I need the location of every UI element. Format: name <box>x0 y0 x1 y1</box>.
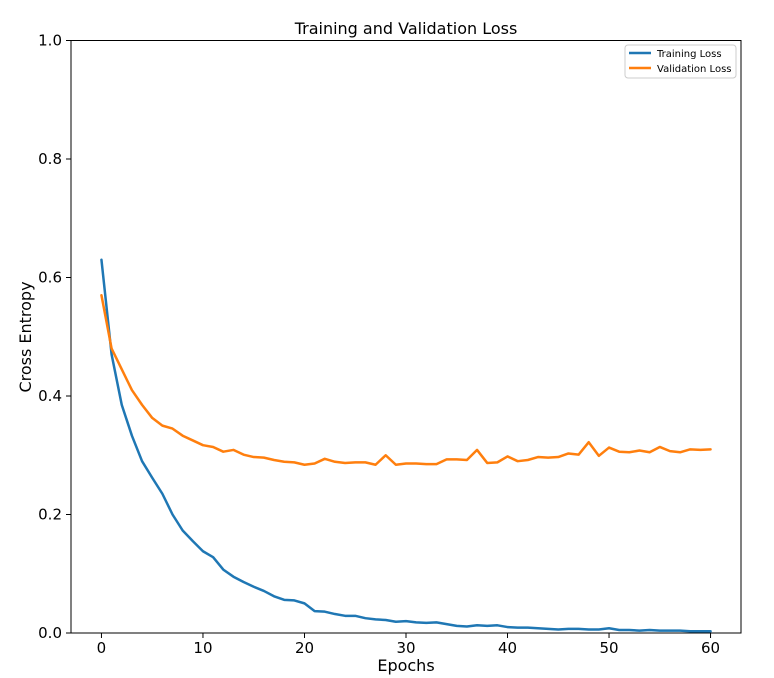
y-tick-label: 1.0 <box>38 32 62 50</box>
chart-title: Training and Validation Loss <box>294 19 518 38</box>
y-tick-label: 0.8 <box>38 150 62 168</box>
x-tick-label: 50 <box>599 639 618 657</box>
y-tick-label: 0.0 <box>38 624 62 642</box>
series-line-validation-loss <box>100 294 712 466</box>
x-axis-title: Epochs <box>377 656 434 675</box>
plot-area <box>70 40 742 634</box>
legend: Training Loss Validation Loss <box>624 44 737 79</box>
y-axis: 0.0 0.2 0.4 0.6 0.8 1.0 <box>38 32 71 642</box>
x-axis: 0 10 20 30 40 50 60 <box>97 633 720 657</box>
series-line-training-loss <box>100 258 712 633</box>
legend-label-training-loss: Training Loss <box>656 49 722 60</box>
x-tick-label: 30 <box>396 639 415 657</box>
series-layer <box>100 258 712 633</box>
y-tick-label: 0.4 <box>38 387 62 405</box>
plot-frame <box>70 40 742 634</box>
y-axis-title: Cross Entropy <box>16 281 35 392</box>
y-tick-label: 0.6 <box>38 269 62 287</box>
x-tick-label: 0 <box>97 639 107 657</box>
x-tick-label: 20 <box>295 639 314 657</box>
x-tick-label: 60 <box>701 639 720 657</box>
y-tick-label: 0.2 <box>38 506 62 524</box>
legend-frame <box>624 44 737 79</box>
x-tick-label: 40 <box>498 639 517 657</box>
legend-label-validation-loss: Validation Loss <box>657 64 732 75</box>
x-tick-label: 10 <box>193 639 212 657</box>
